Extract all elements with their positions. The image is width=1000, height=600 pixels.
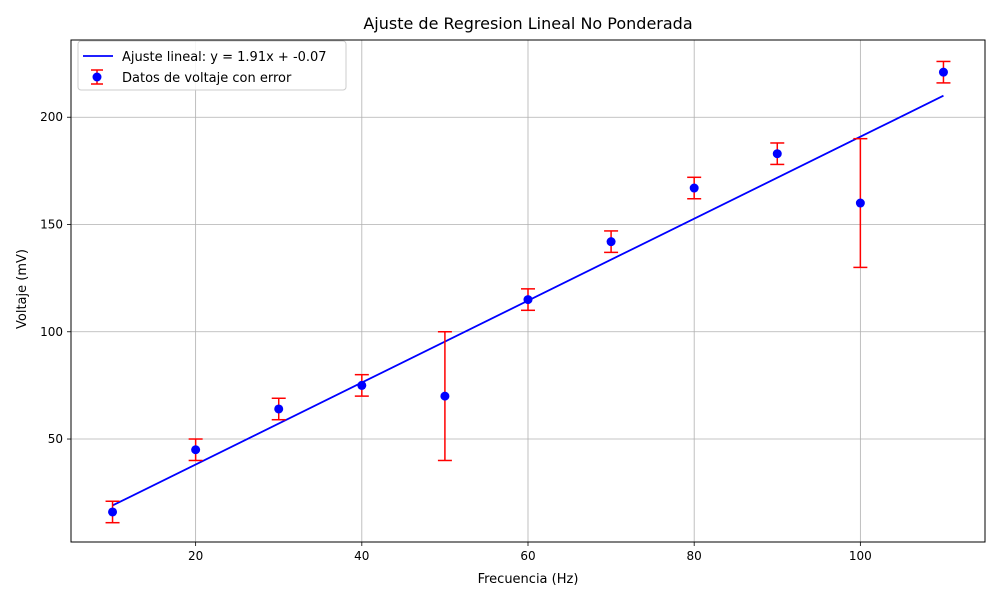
data-point	[357, 380, 367, 390]
legend-label-fit: Ajuste lineal: y = 1.91x + -0.07	[122, 50, 327, 65]
data-point	[855, 198, 865, 208]
x-tick-label: 20	[188, 549, 203, 563]
data-points-group	[105, 60, 951, 524]
grid-lines	[71, 40, 985, 542]
y-tick-label: 150	[40, 217, 63, 231]
data-point	[523, 295, 533, 305]
data-point	[191, 445, 201, 455]
x-tick-label: 80	[687, 549, 702, 563]
y-axis-ticks: 50 100 150 200	[40, 110, 71, 446]
data-point	[772, 149, 782, 159]
data-point	[274, 404, 284, 414]
data-point	[108, 507, 118, 517]
x-axis-label: Frecuencia (Hz)	[478, 572, 579, 587]
y-axis-label: Voltaje (mV)	[15, 249, 30, 329]
x-tick-label: 40	[354, 549, 369, 563]
chart-title: Ajuste de Regresion Lineal No Ponderada	[363, 14, 692, 33]
legend-marker-swatch	[92, 72, 102, 82]
y-tick-label: 50	[48, 432, 63, 446]
y-tick-label: 100	[40, 325, 63, 339]
data-point	[440, 391, 450, 401]
legend-label-data: Datos de voltaje con error	[122, 71, 292, 86]
x-tick-label: 60	[520, 549, 535, 563]
data-point	[938, 67, 948, 77]
legend: Ajuste lineal: y = 1.91x + -0.07 Datos d…	[77, 40, 347, 91]
x-tick-label: 100	[849, 549, 872, 563]
data-point	[606, 237, 616, 247]
y-tick-label: 200	[40, 110, 63, 124]
legend-box	[77, 40, 347, 91]
x-axis-ticks: 20 40 60 80 100	[188, 542, 872, 563]
data-point	[689, 183, 699, 193]
